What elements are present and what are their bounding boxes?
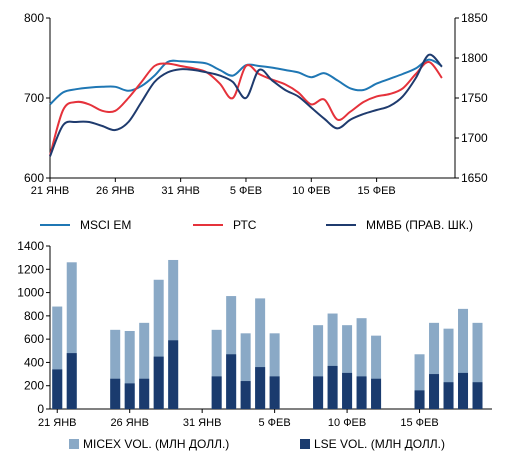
bar-chart: 0 200 400 600 800 1000 1200 1400 21 ЯНВ 26 ЯНВ 31 … (17, 239, 492, 451)
bar-x-tick-label: 5 ФЕВ (259, 417, 291, 429)
bar-y-tick-label: 0 (37, 402, 44, 416)
series-line-ртс (49, 61, 443, 156)
bar-x-tick-label: 15 ФЕВ (400, 417, 438, 429)
y-tick-label: 700 (24, 91, 44, 105)
bar-x-tick-label: 31 ЯНВ (183, 417, 222, 429)
x-tick-label: 15 ФЕВ (357, 185, 395, 197)
bar-lse (66, 353, 77, 409)
bar-micex (52, 306, 63, 409)
bar-micex (153, 279, 164, 409)
bar-y-tick-label: 1400 (17, 239, 44, 253)
bar-micex (342, 325, 353, 409)
bar-legend-swatch (69, 439, 79, 449)
line-chart: 600 700 800 1650 1700 1750 1800 1850 21 ЯНВ 26 ЯН… (24, 11, 488, 232)
bar-lse (472, 382, 483, 409)
legend-label: ММВБ (ПРАВ. ШК.) (366, 218, 473, 232)
bar-lse (168, 340, 179, 409)
bar-micex (356, 318, 367, 409)
bar-micex (168, 259, 179, 409)
series-line-ммвб-прав-шк- (49, 53, 443, 157)
bar-legend-label: MICEX VOL. (МЛН ДОЛЛ.) (83, 437, 229, 451)
bar-lse (110, 378, 121, 409)
bar-lse (211, 376, 222, 409)
legend-label: MSCI EM (80, 218, 131, 232)
bar-micex (429, 322, 440, 409)
bar-y-tick-label: 400 (24, 355, 44, 369)
bar-micex (443, 328, 454, 409)
bar-lse (371, 378, 382, 409)
bar-y-tick-label: 1200 (17, 262, 44, 276)
bar-legend-swatch (300, 439, 310, 449)
bar-micex (472, 322, 483, 409)
bar-lse (139, 378, 150, 409)
bar-lse (255, 367, 266, 409)
y-tick-label: 600 (24, 171, 44, 185)
bar-lse (327, 365, 338, 409)
y-tick-label: 800 (24, 11, 44, 25)
bar-micex (240, 333, 251, 409)
bar-micex (110, 329, 121, 409)
bar-lse (153, 356, 164, 409)
bar-y-tick-label: 600 (24, 332, 44, 346)
bar-legend-label: LSE VOL. (МЛН ДОЛЛ.) (314, 437, 445, 451)
y2-tick-label: 1750 (461, 91, 488, 105)
bar-lse (414, 390, 425, 409)
y2-tick-label: 1850 (461, 11, 488, 25)
bar-x-tick-label: 21 ЯНВ (38, 417, 77, 429)
x-tick-label: 5 ФЕВ (230, 185, 262, 197)
x-tick-label: 31 ЯНВ (161, 185, 200, 197)
bar-micex (226, 296, 237, 409)
bar-lse (458, 372, 469, 409)
y2-tick-label: 1800 (461, 51, 488, 65)
bar-y-tick-label: 200 (24, 379, 44, 393)
y2-tick-label: 1650 (461, 171, 488, 185)
bar-micex (269, 333, 280, 409)
bar-micex (371, 335, 382, 409)
bar-lse (429, 374, 440, 409)
bar-micex (124, 330, 135, 409)
bar-y-tick-label: 800 (24, 309, 44, 323)
bar-lse (269, 376, 280, 409)
bar-lse (226, 354, 237, 409)
x-tick-label: 10 ФЕВ (292, 185, 330, 197)
bar-y-tick-label: 1000 (17, 286, 44, 300)
bar-micex (313, 325, 324, 409)
bar-x-tick-label: 10 ФЕВ (328, 417, 366, 429)
bar-micex (327, 313, 338, 409)
legend-label: РТС (233, 218, 257, 232)
bar-lse (443, 382, 454, 409)
y2-tick-label: 1700 (461, 131, 488, 145)
x-tick-label: 21 ЯНВ (31, 185, 70, 197)
bar-lse (313, 376, 324, 409)
bar-lse (356, 376, 367, 409)
bar-micex (211, 329, 222, 409)
bar-micex (458, 308, 469, 409)
bar-lse (124, 383, 135, 409)
bar-micex (414, 354, 425, 409)
x-tick-label: 26 ЯНВ (96, 185, 135, 197)
bar-micex (66, 262, 77, 409)
bar-lse (240, 381, 251, 409)
bar-lse (52, 369, 63, 409)
bar-micex (139, 322, 150, 409)
bar-lse (342, 372, 353, 409)
bar-x-tick-label: 26 ЯНВ (110, 417, 149, 429)
bar-micex (255, 298, 266, 409)
